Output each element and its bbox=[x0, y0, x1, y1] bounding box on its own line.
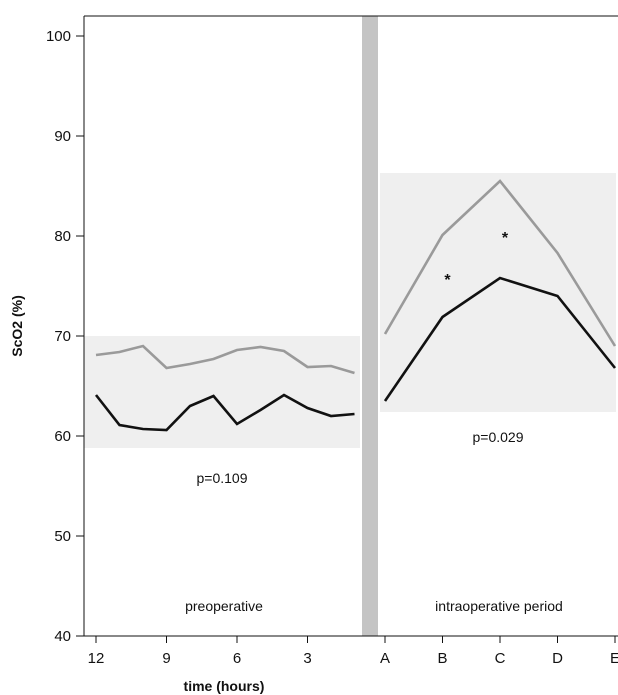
panel-label-preoperative: preoperative bbox=[185, 598, 263, 614]
band-intraoperative bbox=[380, 173, 616, 412]
panel-label-intraoperative: intraoperative period bbox=[435, 598, 563, 614]
period-divider bbox=[362, 16, 378, 636]
x-tick-label: 12 bbox=[88, 650, 105, 667]
shaded-bands bbox=[84, 173, 616, 448]
p-value-intraoperative: p=0.029 bbox=[473, 429, 524, 445]
x-tick-label: 3 bbox=[303, 650, 311, 667]
panel-labels: * * p=0.109 p=0.029 preoperative intraoperati… bbox=[185, 230, 563, 614]
series-lines bbox=[94, 179, 617, 432]
significance-star: * bbox=[502, 230, 509, 247]
x-tick-label: D bbox=[552, 650, 563, 667]
x-axis: 12 9 6 3 A B C D E bbox=[84, 15, 618, 667]
x-tick-label: 9 bbox=[162, 650, 170, 667]
significance-star: * bbox=[444, 272, 451, 289]
preoperative-series-line-2 bbox=[94, 393, 355, 432]
y-tick-label: 50 bbox=[54, 528, 71, 545]
y-tick-label: 40 bbox=[54, 628, 71, 645]
y-tick-label: 90 bbox=[54, 128, 71, 145]
x-tick-label: C bbox=[495, 650, 506, 667]
y-axis-title: ScO2 (%) bbox=[9, 295, 25, 356]
intraoperative-series-line-2 bbox=[383, 276, 617, 402]
intraoperative-series-line-1 bbox=[383, 179, 617, 347]
x-tick-label: E bbox=[610, 650, 618, 667]
x-axis-title: time (hours) bbox=[184, 678, 265, 694]
y-axis: 40 50 60 70 80 90 100 bbox=[46, 16, 85, 645]
y-tick-label: 100 bbox=[46, 28, 71, 45]
p-value-preoperative: p=0.109 bbox=[197, 470, 248, 486]
x-tick-label: A bbox=[380, 650, 390, 667]
x-tick-label: B bbox=[437, 650, 447, 667]
preoperative-series-line-1 bbox=[95, 344, 355, 375]
band-preoperative bbox=[84, 336, 360, 448]
y-tick-label: 80 bbox=[54, 228, 71, 245]
y-tick-label: 60 bbox=[54, 428, 71, 445]
x-tick-label: 6 bbox=[233, 650, 241, 667]
y-tick-label: 70 bbox=[54, 328, 71, 345]
